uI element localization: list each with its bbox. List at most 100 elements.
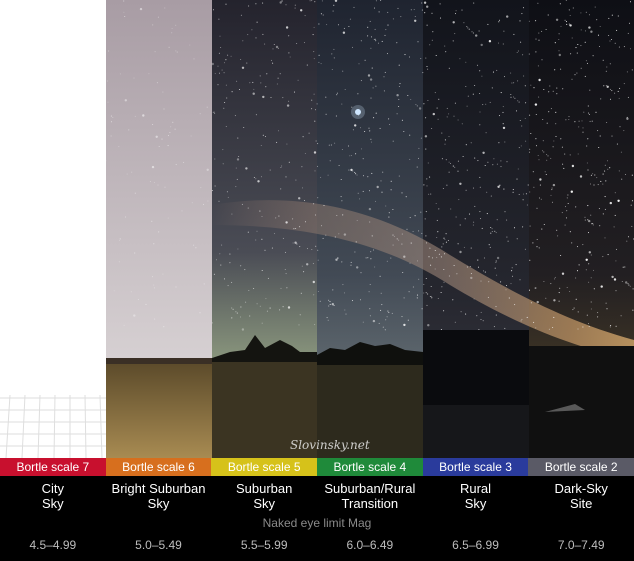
star [352, 129, 354, 131]
star [265, 86, 267, 88]
star [495, 306, 497, 308]
star [369, 20, 371, 22]
star [333, 48, 335, 50]
star [470, 142, 472, 144]
star [626, 240, 628, 242]
star [225, 125, 227, 128]
star [578, 264, 580, 266]
star [199, 312, 201, 314]
star [412, 230, 414, 233]
star [543, 88, 545, 91]
star [312, 263, 314, 265]
star [578, 126, 580, 128]
star [533, 321, 535, 323]
star [441, 158, 443, 160]
star [257, 180, 260, 183]
star [452, 299, 454, 301]
star [162, 91, 164, 93]
star [261, 322, 263, 324]
star [599, 135, 601, 137]
star [569, 14, 571, 17]
star [477, 266, 480, 268]
star [436, 107, 438, 109]
star [215, 259, 218, 261]
star [474, 157, 476, 159]
star [380, 292, 382, 294]
star [139, 7, 143, 11]
star [478, 329, 480, 331]
star [538, 197, 541, 199]
star [603, 85, 605, 87]
star [118, 239, 121, 241]
star [631, 200, 634, 202]
star [474, 84, 476, 87]
star [564, 206, 567, 208]
star [534, 103, 538, 106]
star [318, 61, 320, 63]
star [498, 115, 501, 117]
star [164, 186, 166, 188]
star [171, 27, 173, 30]
star [214, 185, 216, 187]
star [500, 166, 502, 168]
star [620, 315, 622, 317]
star [342, 31, 346, 34]
star [242, 40, 244, 42]
star [514, 304, 516, 306]
star [225, 59, 227, 61]
star [558, 292, 560, 294]
bortle-band-3: Bortle scale 3 [422, 458, 529, 476]
star [485, 132, 487, 134]
star [486, 213, 488, 215]
star [468, 213, 471, 215]
star [311, 108, 313, 110]
star [110, 135, 112, 137]
star [595, 111, 597, 113]
star [298, 197, 301, 200]
star [312, 280, 315, 284]
star [285, 26, 289, 29]
star [607, 168, 609, 170]
star [503, 30, 505, 32]
star [448, 275, 450, 277]
star [222, 163, 224, 165]
star [158, 145, 160, 148]
star [369, 315, 371, 317]
star [303, 271, 305, 273]
star [317, 249, 319, 251]
star [105, 160, 107, 162]
star [480, 280, 482, 282]
star [552, 90, 554, 92]
star [539, 184, 541, 186]
star [371, 172, 373, 174]
star [447, 239, 449, 242]
star [124, 216, 127, 218]
star [418, 107, 422, 110]
star [260, 82, 262, 84]
star [616, 143, 618, 145]
star [326, 317, 328, 319]
star [199, 113, 201, 115]
star [316, 165, 319, 167]
star [367, 257, 369, 259]
star [329, 301, 331, 303]
star [280, 166, 282, 169]
star [588, 113, 590, 115]
star [431, 12, 433, 14]
star [255, 3, 257, 5]
star [232, 308, 234, 310]
star [350, 155, 353, 157]
star [206, 168, 209, 171]
star [538, 32, 540, 34]
star [495, 232, 497, 234]
star [587, 219, 589, 221]
star [195, 247, 197, 249]
star [223, 107, 225, 109]
star [592, 223, 594, 225]
star [519, 279, 521, 281]
star [437, 231, 439, 233]
star [374, 200, 377, 202]
star [614, 42, 616, 44]
star [511, 82, 513, 84]
star [437, 297, 439, 300]
